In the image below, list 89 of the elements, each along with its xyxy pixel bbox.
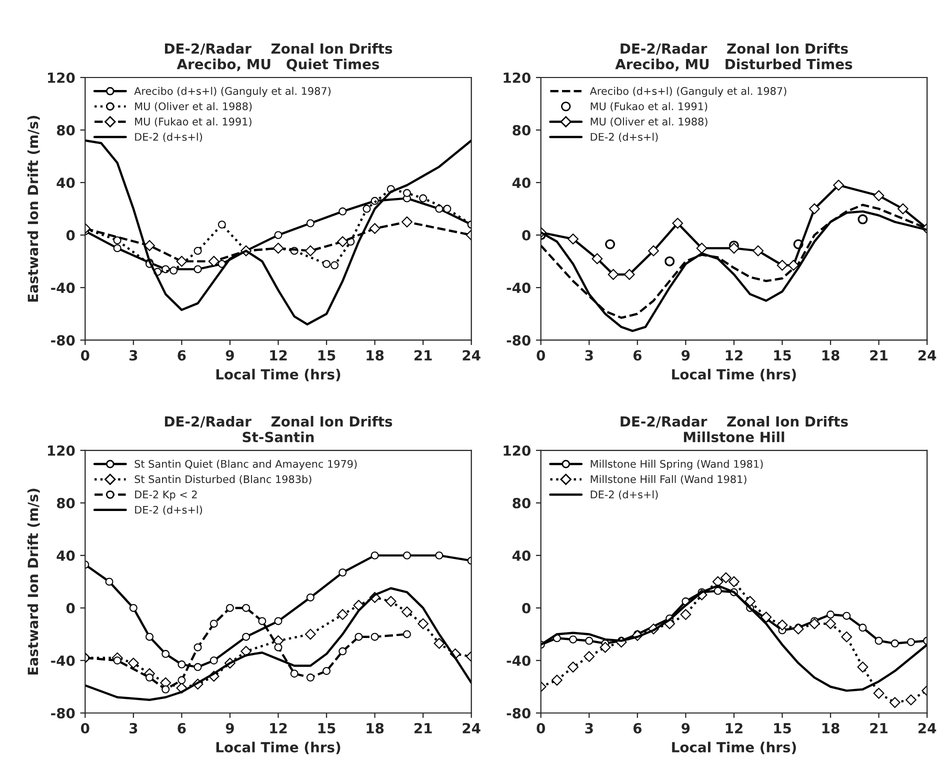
- x-tick-label: 24: [918, 722, 936, 734]
- y-tick-label: -80: [506, 708, 530, 718]
- chart-subtitle: Millstone Hill: [684, 432, 784, 442]
- y-tick-label: 80: [56, 498, 75, 508]
- legend-label: MU (Oliver et al. 1988): [590, 117, 708, 127]
- x-axis-title: Local Time (hrs): [672, 368, 796, 382]
- x-tick-label: 18: [366, 350, 384, 361]
- y-tick-label: 80: [56, 124, 75, 136]
- x-tick-label: 3: [130, 350, 138, 361]
- legend-label: MU (Oliver et al. 1988): [135, 102, 252, 112]
- legend-label: DE-2 (d+s+l): [135, 132, 202, 142]
- x-tick-label: 12: [270, 350, 287, 360]
- x-tick-label: 21: [414, 350, 432, 360]
- x-tick-label: 24: [462, 722, 480, 734]
- chart-title: DE-2/Radar Zonal Ion Drifts: [164, 416, 392, 428]
- x-tick-label: 0: [80, 722, 90, 734]
- x-axis-title: Local Time (hrs): [672, 742, 796, 754]
- x-tick-label: 18: [366, 722, 384, 734]
- x-tick-label: 15: [774, 723, 791, 734]
- y-tick-label: 120: [48, 72, 75, 83]
- legend-label: DE-2 Kp < 2: [135, 490, 197, 500]
- x-tick-label: 12: [726, 722, 742, 734]
- x-tick-label: 21: [414, 722, 432, 734]
- x-tick-label: 15: [774, 350, 791, 361]
- legend-label: DE-2 (d+s+l): [135, 506, 202, 515]
- x-tick-label: 6: [633, 722, 642, 734]
- x-tick-label: 9: [226, 722, 234, 734]
- x-tick-label: 24: [462, 350, 480, 360]
- y-tick-label: 40: [56, 550, 75, 561]
- y-tick-label: -80: [51, 708, 75, 718]
- y-tick-label: 40: [512, 178, 530, 188]
- chart-subtitle: St-Santin: [242, 432, 314, 442]
- legend-label: St Santin Quiet (Blanc and Amayenc 1979): [134, 460, 357, 470]
- legend-label: Millstone Hill Spring (Wand 1981): [590, 460, 763, 470]
- x-tick-label: 0: [80, 350, 90, 361]
- x-tick-label: 6: [633, 350, 642, 361]
- y-tick-label: 80: [512, 124, 530, 136]
- x-tick-label: 21: [870, 350, 888, 360]
- legend-label: MU (Fukao et al. 1991): [590, 102, 708, 112]
- x-tick-label: 3: [130, 722, 138, 734]
- legend-label: MU (Fukao et al. 1991): [135, 117, 252, 127]
- x-tick-label: 0: [536, 350, 546, 361]
- x-tick-label: 24: [918, 350, 936, 360]
- x-axis-title: Local Time (hrs): [216, 742, 340, 754]
- legend-label: DE-2 (d+s+l): [590, 132, 658, 142]
- y-tick-label: -40: [51, 655, 75, 666]
- x-tick-label: 15: [318, 723, 336, 734]
- y-tick-label: 0: [522, 230, 530, 241]
- x-tick-label: 9: [682, 350, 690, 361]
- y-tick-label: 0: [66, 230, 75, 241]
- y-tick-label: 120: [504, 445, 530, 456]
- y-tick-label: -40: [506, 282, 530, 294]
- chart-subtitle: Arecibo, MU Disturbed Times: [615, 58, 852, 72]
- chart-title: DE-2/Radar Zonal Ion Drifts: [164, 43, 392, 55]
- x-tick-label: 21: [870, 722, 888, 734]
- chart-title: DE-2/Radar Zonal Ion Drifts: [620, 416, 848, 428]
- y-axis-title: Eastward Ion Drift (m/s): [27, 488, 40, 675]
- chart-subtitle: Arecibo, MU Quiet Times: [176, 58, 380, 72]
- x-tick-label: 0: [536, 722, 546, 734]
- y-tick-label: 0: [66, 602, 75, 614]
- x-axis-title: Local Time (hrs): [216, 368, 340, 382]
- x-tick-label: 3: [585, 722, 593, 734]
- y-tick-label: -40: [506, 655, 530, 666]
- x-tick-label: 18: [822, 350, 840, 361]
- legend-label: DE-2 (d+s+l): [590, 490, 658, 500]
- y-axis-title: Eastward Ion Drift (m/s): [27, 116, 40, 302]
- y-tick-label: 40: [512, 550, 530, 561]
- x-tick-label: 12: [270, 722, 287, 734]
- y-tick-label: -40: [51, 282, 75, 294]
- y-tick-label: 120: [504, 72, 530, 83]
- y-tick-label: -80: [51, 335, 75, 346]
- x-tick-label: 18: [822, 722, 840, 734]
- x-tick-label: 6: [178, 350, 186, 361]
- legend-label: St Santin Disturbed (Blanc 1983b): [134, 475, 312, 484]
- legend-label: Millstone Hill Fall (Wand 1981): [590, 475, 746, 484]
- x-tick-label: 3: [585, 350, 593, 361]
- x-tick-label: 9: [226, 350, 234, 361]
- x-tick-label: 12: [726, 350, 742, 360]
- y-tick-label: 0: [522, 602, 530, 614]
- legend-label: Arecibo (d+s+l) (Ganguly et al. 1987): [134, 86, 331, 97]
- y-tick-label: -80: [506, 335, 530, 346]
- y-tick-label: 80: [512, 498, 530, 508]
- chart-title: DE-2/Radar Zonal Ion Drifts: [620, 43, 848, 55]
- x-tick-label: 15: [318, 350, 336, 361]
- legend-label: Arecibo (d+s+l) (Ganguly et al. 1987): [590, 86, 786, 97]
- x-tick-label: 6: [178, 722, 186, 734]
- y-tick-label: 120: [48, 445, 75, 456]
- y-tick-label: 40: [56, 178, 75, 188]
- x-tick-label: 9: [682, 722, 690, 734]
